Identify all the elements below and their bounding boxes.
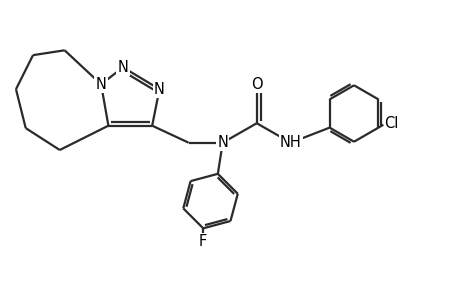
Text: N: N [217, 135, 228, 150]
Text: N: N [154, 82, 164, 97]
Text: N: N [95, 77, 106, 92]
Text: N: N [118, 60, 128, 75]
Text: Cl: Cl [383, 116, 398, 131]
Text: O: O [251, 77, 262, 92]
Text: F: F [199, 234, 207, 249]
Text: NH: NH [280, 135, 301, 150]
